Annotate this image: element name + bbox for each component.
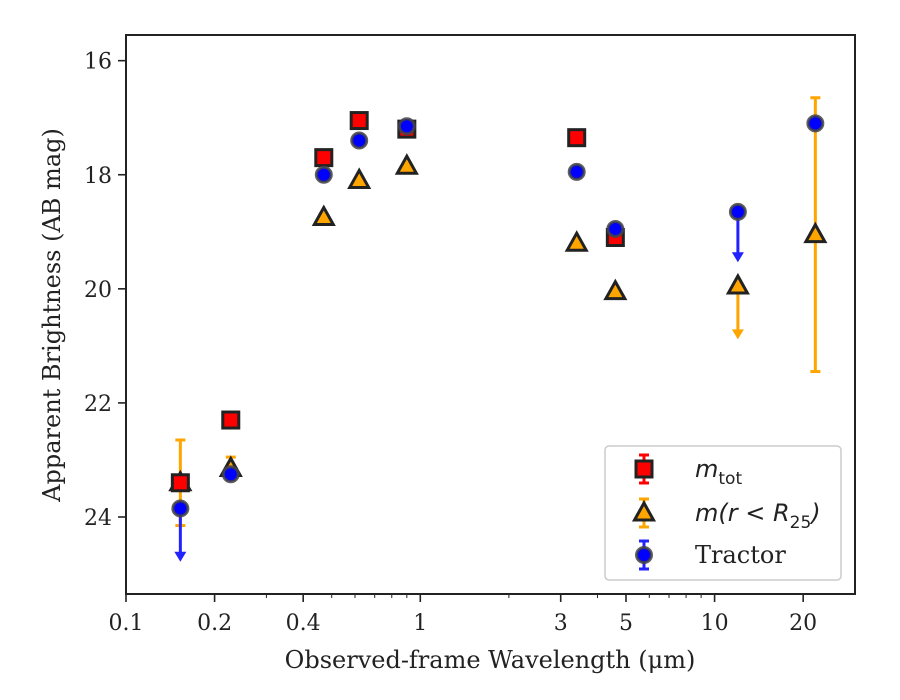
data-point-square (170, 473, 190, 493)
x-tick-label: 1 (413, 611, 427, 636)
x-tick-label: 20 (789, 611, 817, 636)
legend-label: Tractor (695, 541, 786, 569)
data-point-circle (728, 202, 747, 221)
data-point-triangle (394, 153, 419, 175)
plot-frame (125, 34, 856, 595)
data-point-triangle (603, 278, 628, 301)
legend-marker-triangle (631, 499, 657, 522)
y-tick-label: 22 (84, 392, 112, 417)
y-tick-label: 20 (84, 278, 112, 303)
x-axis-label: Observed-frame Wavelength (μm) (285, 646, 696, 674)
legend-marker-square (634, 459, 654, 479)
y-tick-label: 16 (84, 50, 112, 75)
x-tick-label: 5 (619, 611, 633, 636)
data-point-circle (314, 165, 333, 184)
axis-ticks: 0.1 0.2 0.4 1 3 5 10 20 16 18 20 22 24 (84, 50, 817, 636)
legend-entry: mtot (634, 453, 742, 489)
legend-entry: m(r < R25) (631, 497, 821, 533)
legend-marker-circle (635, 546, 653, 564)
x-tick-label: 3 (554, 611, 568, 636)
y-axis-label: Apparent Brightness (AB mag) (38, 128, 66, 503)
data-point-circle (397, 117, 416, 136)
data-point-circle (567, 162, 586, 181)
x-tick-label: 10 (701, 611, 729, 636)
data-point-triangle (564, 230, 589, 252)
data-point-circle (171, 499, 190, 518)
plot-area (168, 96, 828, 562)
legend-label: m(r < R25) (695, 499, 821, 533)
legend-box (604, 445, 842, 581)
x-tick-label: 0.4 (286, 611, 321, 636)
series-circle (171, 114, 825, 562)
data-point-square (221, 410, 241, 430)
data-point-circle (221, 465, 240, 484)
y-tick-label: 24 (84, 506, 112, 531)
legend-entry: Tractor (635, 539, 786, 571)
data-point-circle (606, 219, 625, 238)
data-point-triangle (803, 221, 828, 244)
data-point-square (567, 128, 587, 148)
data-point-circle (350, 131, 369, 150)
legend: mtot m(r < R25) Tractor (604, 445, 842, 581)
data-point-triangle (311, 204, 336, 227)
x-tick-label: 0.1 (109, 611, 144, 636)
x-tick-label: 0.2 (197, 611, 232, 636)
data-point-triangle (725, 272, 750, 295)
legend-label: mtot (695, 455, 742, 489)
data-point-square (349, 111, 369, 131)
data-point-circle (806, 114, 825, 133)
y-tick-label: 18 (84, 164, 112, 189)
data-point-triangle (347, 167, 372, 189)
data-point-square (314, 148, 334, 168)
